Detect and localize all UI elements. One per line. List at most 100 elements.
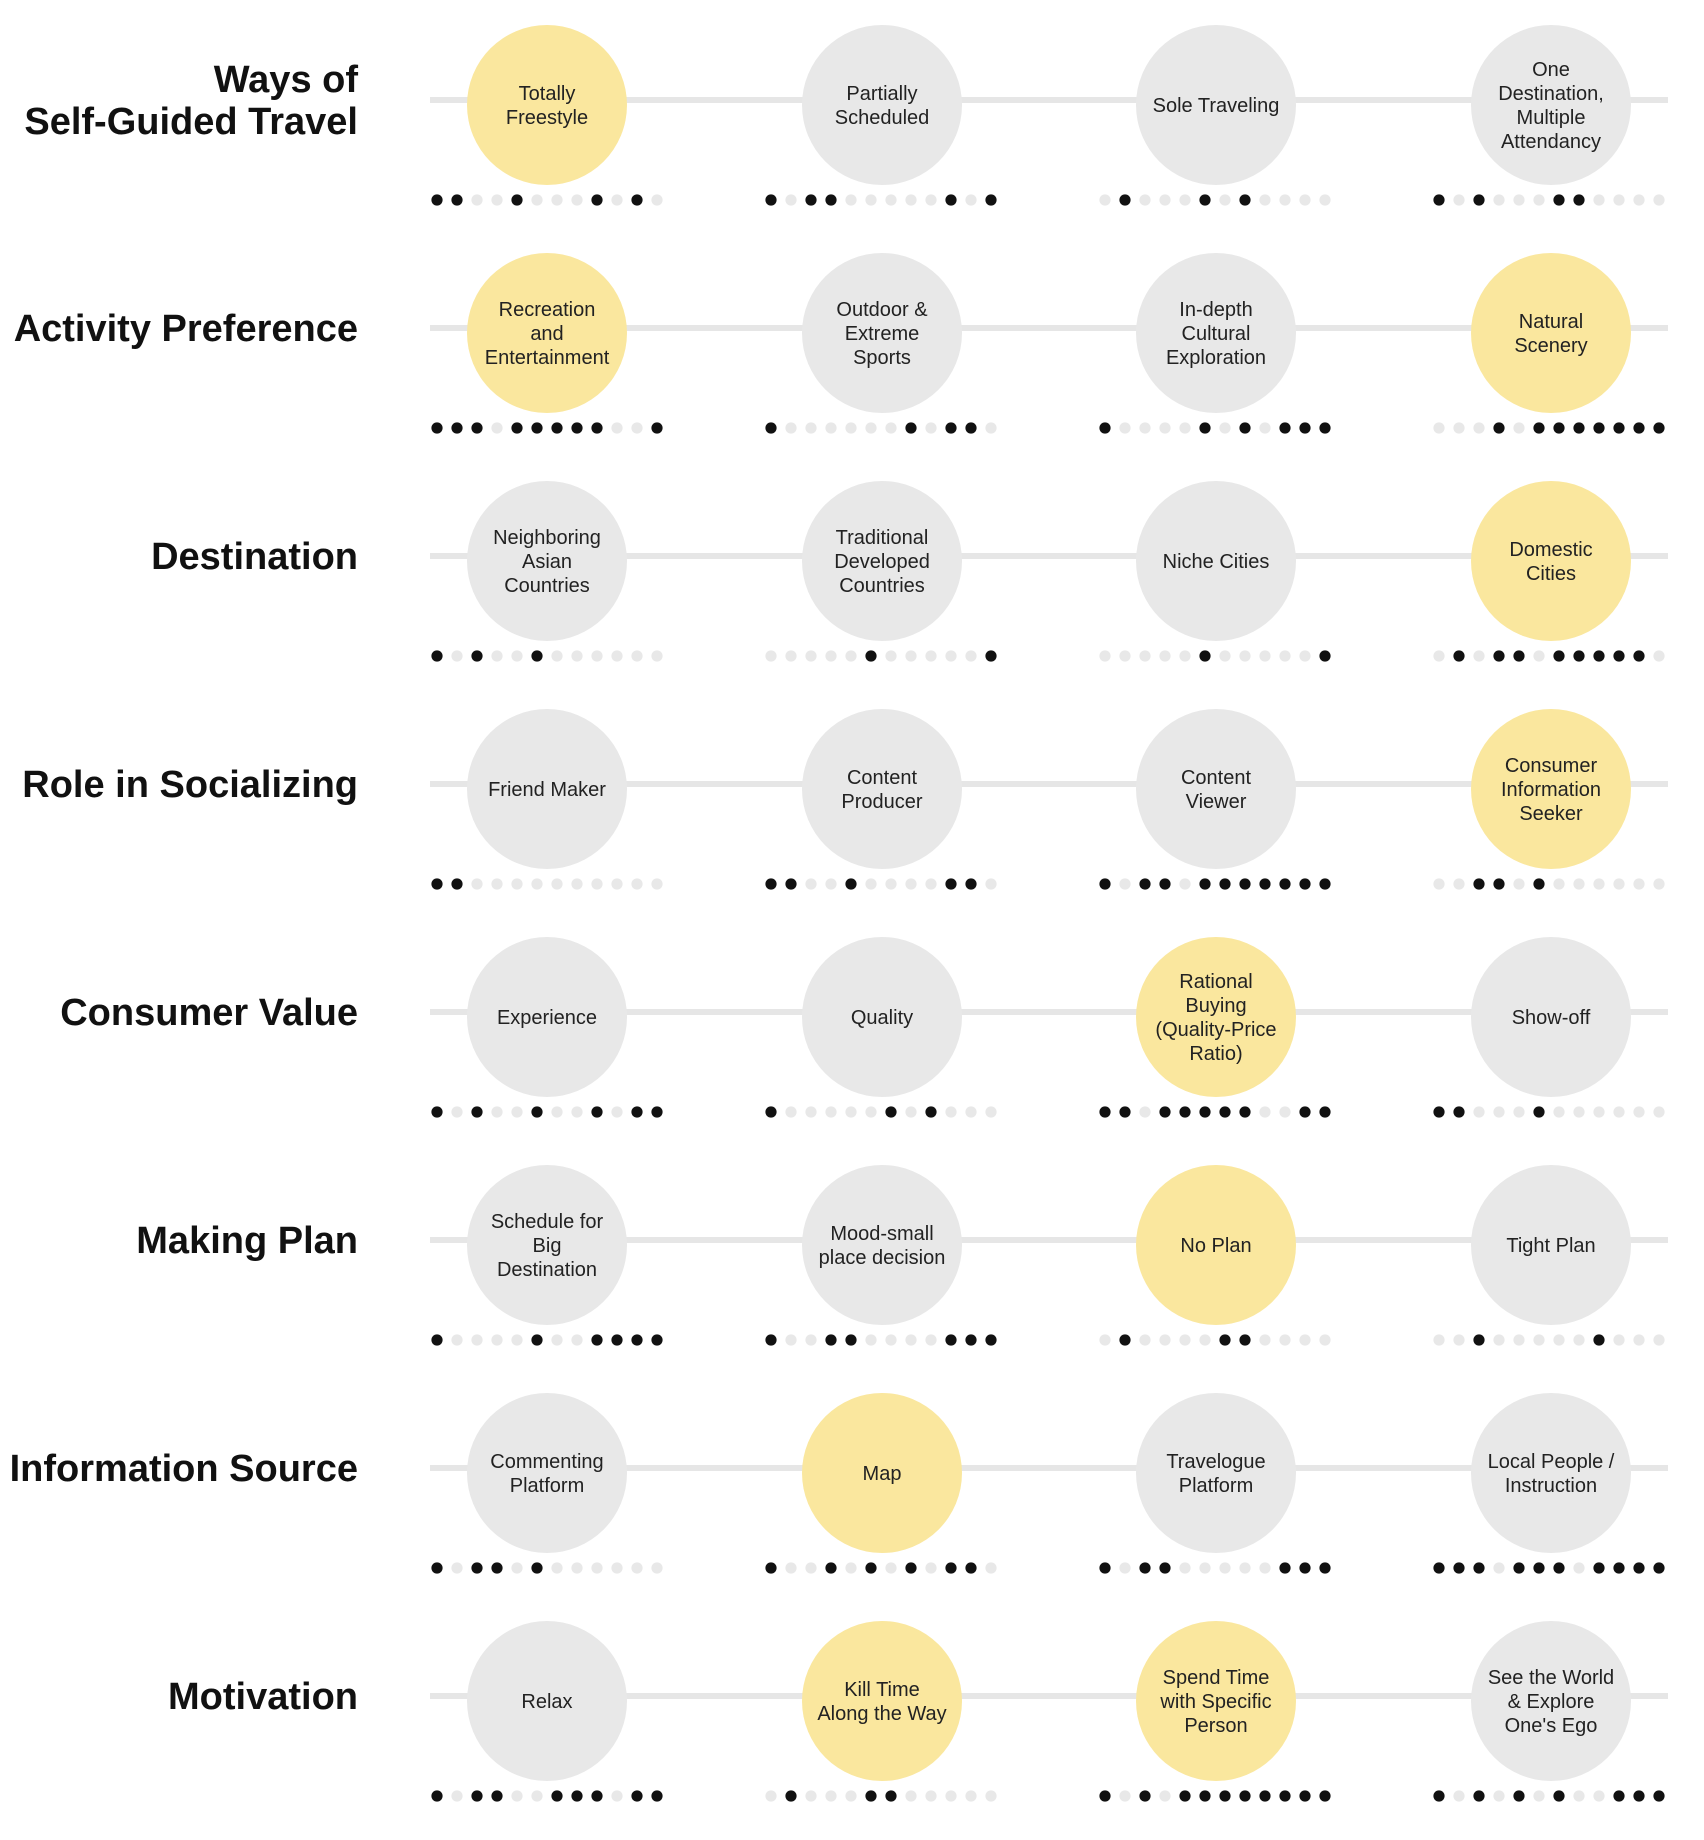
- option-node: Niche Cities: [1099, 481, 1331, 662]
- option-node: Map: [765, 1393, 997, 1574]
- option-node: Neighboring Asian Countries: [431, 481, 663, 662]
- indicator-dot-empty: [1453, 1334, 1465, 1346]
- indicator-dot-filled: [1319, 650, 1331, 662]
- indicator-dot-empty: [551, 1334, 563, 1346]
- indicator-dot-empty: [865, 1106, 877, 1118]
- indicator-dot-empty: [1179, 650, 1191, 662]
- indicator-dot-filled: [1299, 878, 1311, 890]
- option-label: In-depth Cultural Exploration: [1166, 299, 1266, 369]
- indicator-dot-empty: [885, 650, 897, 662]
- row-label-line: Activity Preference: [14, 308, 358, 350]
- indicator-dot-empty: [1613, 1106, 1625, 1118]
- indicator-dot-filled: [1099, 878, 1111, 890]
- indicator-dot-filled: [1139, 1562, 1151, 1574]
- indicator-dot-filled: [1533, 878, 1545, 890]
- option-node: Mood-small place decision: [765, 1165, 997, 1346]
- attribute-row: Consumer Value Experience Quality Rational B…: [60, 937, 1668, 1118]
- indicator-dot-filled: [1433, 194, 1445, 206]
- indicator-dot-filled: [1139, 878, 1151, 890]
- indicator-dot-empty: [1279, 1106, 1291, 1118]
- option-label: Local People / Instruction: [1488, 1451, 1615, 1497]
- indicator-dot-filled: [1219, 1106, 1231, 1118]
- row-label: Destination: [151, 536, 358, 578]
- option-label: Recreation and Entertainment: [485, 299, 610, 369]
- option-circle: [802, 709, 962, 869]
- indicator-dot-filled: [1533, 1106, 1545, 1118]
- indicator-dot-filled: [1493, 878, 1505, 890]
- indicator-dot-empty: [1119, 650, 1131, 662]
- option-circle: [1471, 1165, 1631, 1325]
- indicator-dot-empty: [631, 650, 643, 662]
- indicator-dot-filled: [531, 650, 543, 662]
- option-circle: [1471, 25, 1631, 185]
- indicator-dot-filled: [1179, 1790, 1191, 1802]
- indicator-dot-filled: [985, 650, 997, 662]
- option-node: Quality: [765, 937, 997, 1118]
- row-label-line: Role in Socializing: [22, 764, 358, 806]
- indicator-dot-empty: [1119, 878, 1131, 890]
- indicator-dot-empty: [925, 878, 937, 890]
- option-circle: [1136, 709, 1296, 869]
- option-node: Travelogue Platform: [1099, 1393, 1331, 1574]
- indicator-dot-empty: [825, 1106, 837, 1118]
- indicator-dot-empty: [965, 1790, 977, 1802]
- indicator-dot-empty: [1653, 194, 1665, 206]
- indicator-dot-filled: [1279, 1562, 1291, 1574]
- option-label: Content Producer: [841, 767, 922, 813]
- indicator-dot-filled: [1279, 422, 1291, 434]
- indicator-dot-empty: [1573, 878, 1585, 890]
- indicator-dot-empty: [551, 1106, 563, 1118]
- option-label: Content Viewer: [1181, 767, 1251, 813]
- option-label-line: Exploration: [1166, 347, 1266, 369]
- option-node: See the World & Explore One's Ego: [1433, 1621, 1665, 1802]
- option-label-line: Buying: [1185, 995, 1246, 1017]
- option-label-line: Viewer: [1186, 791, 1247, 813]
- indicator-dot-filled: [1453, 1106, 1465, 1118]
- option-node: Domestic Cities: [1433, 481, 1665, 662]
- option-node: In-depth Cultural Exploration: [1099, 253, 1331, 434]
- indicator-dot-empty: [611, 1790, 623, 1802]
- option-label: One Destination, Multiple Attendancy: [1498, 59, 1604, 153]
- option-label-line: Platform: [510, 1475, 584, 1497]
- indicator-dot-filled: [1533, 422, 1545, 434]
- indicator-dot-empty: [1653, 1334, 1665, 1346]
- indicator-dot-empty: [1179, 1334, 1191, 1346]
- indicator-dot-empty: [1513, 422, 1525, 434]
- indicator-dot-filled: [905, 422, 917, 434]
- option-label-line: Show-off: [1512, 1007, 1591, 1029]
- indicator-dot-filled: [945, 194, 957, 206]
- indicator-dot-filled: [1493, 650, 1505, 662]
- indicator-dot-empty: [1553, 878, 1565, 890]
- indicator-dot-filled: [1119, 1334, 1131, 1346]
- indicator-dot-filled: [491, 1562, 503, 1574]
- option-label-line: Map: [863, 1463, 902, 1485]
- option-circle: [802, 1165, 962, 1325]
- indicator-dot-filled: [531, 1562, 543, 1574]
- attribute-row: Information Source Commenting PlatformMapT…: [10, 1393, 1668, 1574]
- indicator-dot-filled: [825, 194, 837, 206]
- indicator-dot-filled: [1653, 1790, 1665, 1802]
- indicator-dot-empty: [985, 1106, 997, 1118]
- indicator-dot-filled: [471, 422, 483, 434]
- option-circle-highlighted: [1471, 709, 1631, 869]
- indicator-dot-empty: [571, 1334, 583, 1346]
- option-label-line: Spend Time: [1163, 1667, 1270, 1689]
- indicator-dot-empty: [1573, 1790, 1585, 1802]
- indicator-dot-empty: [1633, 878, 1645, 890]
- indicator-dot-empty: [1259, 1106, 1271, 1118]
- option-label-line: Quality: [851, 1007, 913, 1029]
- indicator-dot-empty: [1613, 194, 1625, 206]
- indicator-dot-filled: [1179, 1106, 1191, 1118]
- option-label: No Plan: [1180, 1235, 1251, 1257]
- indicator-dot-filled: [471, 1106, 483, 1118]
- option-node: Recreation and Entertainment: [431, 253, 663, 434]
- indicator-dot-empty: [925, 1562, 937, 1574]
- option-label-line: Producer: [841, 791, 922, 813]
- indicator-dot-empty: [1159, 1790, 1171, 1802]
- indicator-dot-filled: [1513, 1790, 1525, 1802]
- option-label-line: (Quality-Price: [1155, 1019, 1276, 1041]
- option-label-line: Big: [533, 1235, 562, 1257]
- indicator-dot-empty: [1613, 1334, 1625, 1346]
- option-circle: [1136, 25, 1296, 185]
- indicator-dot-empty: [1179, 194, 1191, 206]
